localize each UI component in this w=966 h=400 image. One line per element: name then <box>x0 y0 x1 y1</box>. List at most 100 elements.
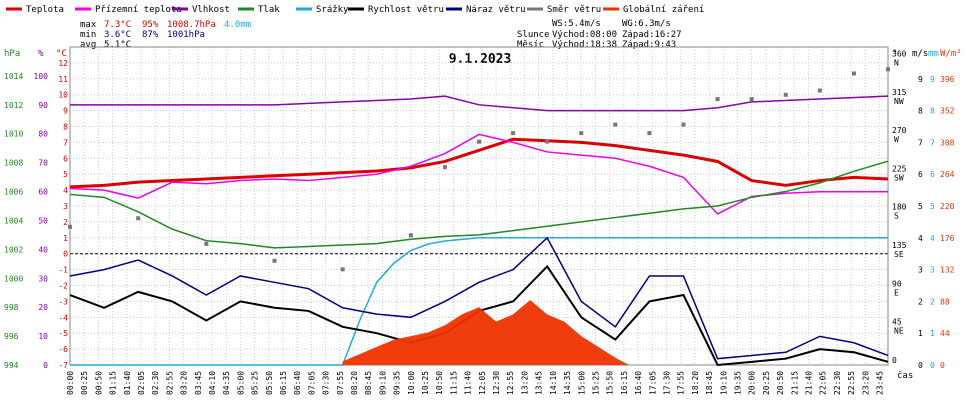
tick-label: 270 <box>892 126 907 135</box>
x-tick-label: 20:25 <box>762 371 771 395</box>
x-tick-label: 21:15 <box>790 371 799 395</box>
wind-direction-point <box>886 67 890 72</box>
wind-direction-point <box>272 258 277 263</box>
legend-label: Náraz větru <box>466 5 526 15</box>
left-axes: hPa% °C9949969981000100210041006100810101… <box>4 49 68 370</box>
series-area-radiation <box>342 299 629 365</box>
tick-label: 994 <box>4 361 19 370</box>
wind-speed-stat: WS:5.4m/s <box>552 19 601 29</box>
x-tick-label: 02:30 <box>151 371 160 395</box>
axis-label: mm <box>928 49 939 59</box>
x-tick-label: 03:45 <box>194 371 203 395</box>
wind-direction-point <box>477 139 481 144</box>
tick-label: 0 <box>892 356 897 365</box>
chart-title: 9.1.2023 <box>449 52 512 67</box>
tick-label: 9 <box>918 75 923 84</box>
x-tick-label: 02:05 <box>137 371 146 395</box>
x-tick-label: 23:45 <box>875 371 884 395</box>
tick-label: 60 <box>38 188 48 197</box>
tick-label: 1 <box>63 234 68 243</box>
x-tick-label: 12:30 <box>492 371 501 395</box>
tick-label: 6 <box>930 170 935 179</box>
stat-max-hum: 95% <box>142 20 159 30</box>
x-tick-label: 15:00 <box>577 371 586 395</box>
stat-max-press: 1008.7hPa <box>167 20 216 30</box>
legend-label: Tlak <box>258 5 280 15</box>
wind-direction-point <box>817 88 822 93</box>
axis-label: % <box>38 49 44 59</box>
tick-label: 360 <box>892 49 907 58</box>
tick-label: 0 <box>930 361 935 370</box>
tick-label: 2 <box>63 218 68 227</box>
wind-direction-point <box>579 131 584 136</box>
sun-label: Slunce <box>517 30 550 40</box>
tick-label: 9 <box>930 75 935 84</box>
x-tick-label: 07:05 <box>307 371 316 395</box>
legend-label: Globální záření <box>623 5 704 15</box>
tick-label: -6 <box>58 345 68 354</box>
tick-label: SW <box>894 173 904 182</box>
tick-label: 998 <box>4 303 19 312</box>
tick-label: 40 <box>38 245 48 254</box>
tick-label: 8 <box>63 123 68 132</box>
x-tick-label: 14:35 <box>563 371 572 395</box>
tick-label: 3 <box>918 266 923 275</box>
legend-label: Teplota <box>26 5 64 15</box>
x-tick-label: 06:15 <box>279 371 288 395</box>
tick-label: 0 <box>940 361 945 370</box>
x-tick-label: 17:55 <box>677 371 686 395</box>
tick-label: 1004 <box>4 216 23 225</box>
tick-label: 10 <box>38 332 48 341</box>
moonrise: Východ:18:38 <box>552 40 617 50</box>
x-tick-label: 00:25 <box>80 371 89 395</box>
moonset: Západ:9:43 <box>622 40 676 50</box>
wind-direction-point <box>851 71 856 76</box>
tick-label: 1012 <box>4 101 23 110</box>
x-tick-label: 16:15 <box>620 371 629 395</box>
tick-label: 90 <box>892 279 902 288</box>
stat-max-label: max <box>80 20 97 30</box>
tick-label: 90 <box>38 101 48 110</box>
axis-label: ° <box>892 49 897 59</box>
tick-label: S <box>894 212 899 221</box>
x-tick-label: 00:00 <box>66 371 75 395</box>
tick-label: 220 <box>940 202 955 211</box>
tick-label: NE <box>894 327 904 336</box>
x-tick-label: 04:35 <box>222 371 231 395</box>
x-tick-label: 05:50 <box>265 371 274 395</box>
tick-label: 308 <box>940 138 955 147</box>
x-tick-label: 13:20 <box>520 371 529 395</box>
tick-label: 70 <box>38 159 48 168</box>
stats-panel: max 7.3°C 95% 1008.7hPa 4.0mm min 3.6°C … <box>80 20 251 50</box>
tick-label: -4 <box>58 313 68 322</box>
tick-label: 396 <box>940 75 955 84</box>
x-tick-label: 22:05 <box>819 371 828 395</box>
tick-label: NW <box>894 97 904 106</box>
wind-direction-point <box>715 97 720 102</box>
x-tick-label: 03:20 <box>180 371 189 395</box>
tick-label: -3 <box>58 297 68 306</box>
x-tick-label: 23:20 <box>861 371 870 395</box>
series-line <box>70 95 889 112</box>
wind-direction-point <box>613 122 618 127</box>
tick-label: -1 <box>58 266 68 275</box>
tick-label: -7 <box>58 361 68 370</box>
x-tick-label: 07:55 <box>336 371 345 395</box>
legend-label: Rychlost větru <box>368 5 444 15</box>
tick-label: 0 <box>63 250 68 259</box>
tick-label: 11 <box>58 75 68 84</box>
x-tick-label: 08:20 <box>350 371 359 395</box>
x-tick-label: 10:25 <box>421 371 430 395</box>
wind-direction-point <box>783 92 788 97</box>
x-tick-label: 02:55 <box>165 371 174 395</box>
tick-label: 10 <box>58 91 68 100</box>
tick-label: 8 <box>918 107 923 116</box>
wind-direction-point <box>442 165 447 170</box>
tick-label: 50 <box>38 216 48 225</box>
x-tick-label: 08:45 <box>364 371 373 395</box>
tick-label: 5 <box>63 170 68 179</box>
stat-min-temp: 3.6°C <box>104 30 131 40</box>
tick-label: 1006 <box>4 188 23 197</box>
tick-label: 352 <box>940 107 955 116</box>
x-tick-label: 21:40 <box>804 371 813 395</box>
